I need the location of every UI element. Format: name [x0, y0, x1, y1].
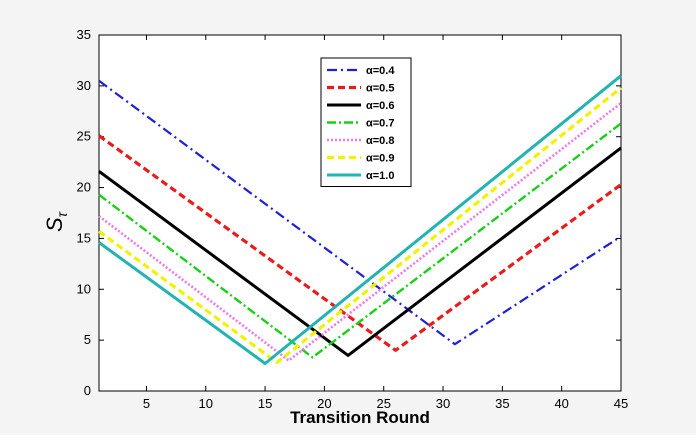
legend-label: α=0.8	[366, 135, 394, 147]
legend: α=0.4 α=0.5 α=0.6 α=0.7 α=0.8 α=0.9 α=1.0	[320, 57, 412, 187]
legend-label: α=1.0	[366, 170, 394, 182]
x-tick-label: 35	[495, 396, 509, 411]
legend-label: α=0.7	[366, 118, 394, 130]
legend-label: α=0.6	[366, 100, 394, 112]
y-tick-label: 0	[84, 383, 91, 398]
y-tick-label: 25	[77, 129, 91, 144]
y-tick-label: 5	[84, 332, 91, 347]
x-tick-label: 15	[258, 396, 272, 411]
series-line	[98, 134, 622, 352]
y-tick-label: 30	[77, 78, 91, 93]
x-tick-label: 10	[199, 396, 213, 411]
legend-label: α=0.4	[366, 65, 395, 77]
x-tick-label: 45	[614, 396, 628, 411]
x-tick-label: 5	[143, 396, 150, 411]
x-axis-label: Transition Round	[290, 408, 430, 427]
legend-label: α=0.5	[366, 83, 394, 95]
series-line	[98, 86, 622, 365]
series-line	[98, 74, 622, 365]
y-tick-label: 20	[77, 180, 91, 195]
x-tick-label: 30	[436, 396, 450, 411]
y-axis-label-subscript: τ	[54, 211, 70, 217]
legend-label: α=0.9	[366, 153, 394, 165]
series-line	[98, 79, 622, 346]
series-line	[98, 122, 622, 359]
y-axis-label-main: S	[42, 217, 67, 232]
x-tick-label: 40	[554, 396, 568, 411]
y-tick-label: 35	[77, 27, 91, 42]
x-tick-label: 25	[376, 396, 390, 411]
y-tick-label: 10	[77, 281, 91, 296]
y-axis-label: Sτ	[42, 211, 70, 232]
y-tick-label: 15	[77, 230, 91, 245]
x-tick-label: 20	[317, 396, 331, 411]
series-line	[98, 146, 622, 357]
